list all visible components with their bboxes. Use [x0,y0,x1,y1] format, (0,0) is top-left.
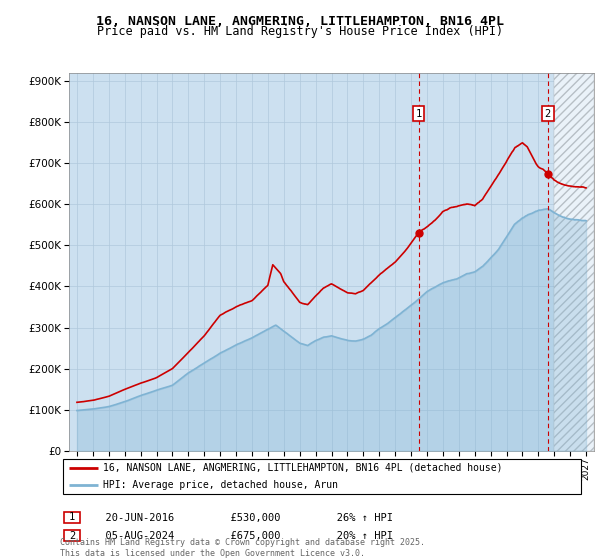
Text: 16, NANSON LANE, ANGMERING, LITTLEHAMPTON, BN16 4PL: 16, NANSON LANE, ANGMERING, LITTLEHAMPTO… [96,15,504,28]
Text: 1: 1 [415,109,422,119]
Text: Price paid vs. HM Land Registry's House Price Index (HPI): Price paid vs. HM Land Registry's House … [97,25,503,38]
Text: HPI: Average price, detached house, Arun: HPI: Average price, detached house, Arun [103,480,338,491]
Text: 1: 1 [69,512,75,522]
Text: Contains HM Land Registry data © Crown copyright and database right 2025.
This d: Contains HM Land Registry data © Crown c… [60,538,425,558]
FancyBboxPatch shape [62,459,581,494]
Point [543,169,553,178]
Text: 2: 2 [69,531,75,541]
Text: 16, NANSON LANE, ANGMERING, LITTLEHAMPTON, BN16 4PL (detached house): 16, NANSON LANE, ANGMERING, LITTLEHAMPTO… [103,463,503,473]
Bar [554,73,594,451]
Text: 05-AUG-2024         £675,000         20% ↑ HPI: 05-AUG-2024 £675,000 20% ↑ HPI [93,531,393,542]
FancyBboxPatch shape [64,512,80,523]
Text: 2: 2 [545,109,551,119]
Text: 20-JUN-2016         £530,000         26% ↑ HPI: 20-JUN-2016 £530,000 26% ↑ HPI [93,513,393,523]
FancyBboxPatch shape [64,530,80,542]
Point [414,228,424,237]
Bar [554,73,594,451]
